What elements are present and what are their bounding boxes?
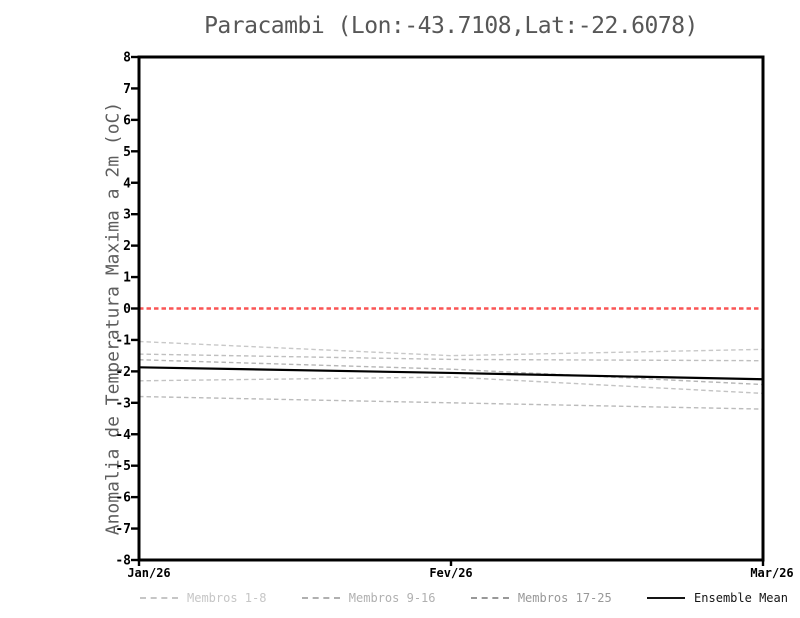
y-tick-label: -7 [115,522,131,537]
y-tick-label: -2 [115,365,131,380]
x-tick-label: Mar/26 [750,566,793,580]
legend-label: Membros 1-8 [187,591,267,605]
x-tick-label: Fev/26 [429,566,472,580]
series-membro-trace-a [138,340,764,357]
legend-item-membros-1-8: Membros 1-8 [140,591,266,605]
y-tick-label: -6 [115,491,131,506]
y-tick-label: 0 [123,302,131,317]
legend-label: Membros 9-16 [348,591,436,605]
legend-dashed-line-swatch [140,597,178,599]
y-tick-label: 7 [123,82,131,97]
y-tick-label: 8 [123,51,131,66]
legend-label: Membros 17-25 [517,591,612,605]
series-ensemble-mean [138,366,764,381]
y-tick-label: 5 [123,145,131,160]
legend-solid-line-swatch [647,597,686,599]
y-tick-label: -3 [115,396,131,411]
legend-label: Ensemble Mean [694,591,788,605]
legend-item-membros-9-16: Membros 9-16 [301,591,436,605]
x-tick-label: Jan/26 [127,566,170,580]
legend-dashed-line-swatch [470,597,509,599]
legend-dashed-line-swatch [301,597,340,599]
legend: Membros 1-8 Membros 9-16 Membros 17-25 E… [140,591,788,605]
chart-title: Paracambi (Lon:-43.7108,Lat:-22.6078) [204,13,698,39]
y-tick-label: -5 [115,459,131,474]
y-tick-label: 3 [123,208,131,223]
series-membro-trace-c [138,359,764,386]
y-tick-label: 1 [123,271,131,286]
legend-item-ensemble-mean: Ensemble Mean [647,591,788,605]
plot-border [137,55,765,562]
series-membro-trace-e [138,395,764,410]
y-tick-label: -8 [115,554,131,569]
series-membro-trace-d [138,376,764,395]
y-tick-label: 2 [123,239,131,254]
y-tick-label: 6 [123,113,131,128]
legend-item-membros-17-25: Membros 17-25 [470,591,612,605]
series-membro-trace-b [138,353,764,362]
y-tick-label: -4 [115,428,131,443]
y-tick-label: -1 [115,333,131,348]
y-tick-label: 4 [123,176,131,191]
